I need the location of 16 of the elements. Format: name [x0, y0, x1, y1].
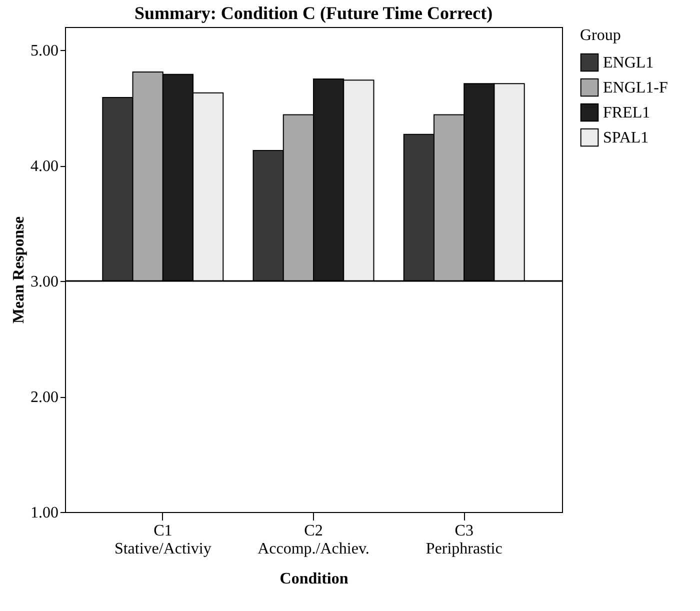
legend-label: SPAL1 — [603, 130, 649, 146]
y-axis-title: Mean Response — [10, 216, 28, 324]
y-tick-label: 3.00 — [30, 274, 58, 291]
legend-title: Group — [580, 27, 621, 44]
x-tick-label: C2 Accomp./Achiev. — [258, 522, 370, 558]
y-tick-label: 4.00 — [30, 158, 58, 176]
legend-label: FREL1 — [603, 104, 650, 122]
legend-label: ENGL1-F — [603, 80, 668, 96]
legend-label: ENGL1 — [603, 54, 654, 72]
chart-title: Summary: Condition C (Future Time Correct) — [134, 3, 493, 23]
x-tick-label: C3 Periphrastic — [426, 522, 502, 558]
y-tick-label: 1.00 — [30, 504, 58, 522]
x-axis-title: Condition — [280, 570, 348, 588]
y-tick-label: 2.00 — [30, 389, 58, 406]
x-tick-label: C1 Stative/Activiy — [114, 522, 212, 558]
y-tick-label: 5.00 — [30, 42, 58, 60]
